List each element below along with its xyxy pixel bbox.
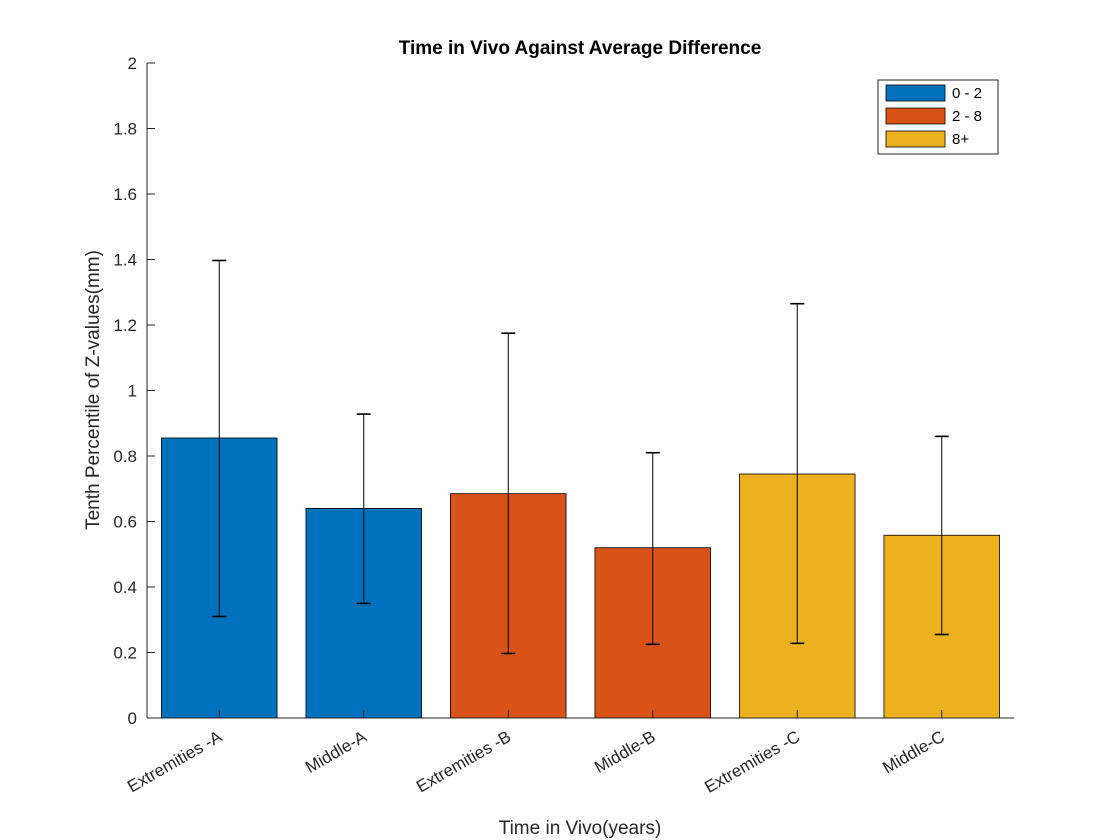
y-tick-label: 0.8 (113, 447, 137, 466)
y-tick-label: 0.2 (113, 644, 137, 663)
x-axis-title: Time in Vivo(years) (499, 818, 662, 839)
x-tick-label: Middle-C (879, 727, 947, 777)
y-tick-label: 1 (128, 382, 137, 401)
y-tick-label: 0.4 (113, 578, 137, 597)
legend-label: 2 - 8 (952, 108, 982, 125)
legend-swatch (885, 84, 946, 102)
y-tick-label: 1.8 (113, 120, 137, 139)
x-tick-label: Extremities -C (701, 727, 803, 797)
y-tick-label: 1.6 (113, 185, 137, 204)
legend: 0 - 2 2 - 8 8+ (877, 79, 999, 155)
legend-swatch (885, 107, 946, 125)
y-tick-label: 0 (128, 709, 137, 728)
x-tick-label: Middle-A (302, 727, 370, 777)
y-tick-label: 2 (128, 54, 137, 73)
x-tick-label: Extremities -A (124, 727, 226, 797)
x-tick-label: Extremities -B (413, 727, 514, 796)
x-tick-label: Middle-B (591, 727, 659, 777)
chart-title: Time in Vivo Against Average Difference (399, 38, 762, 59)
y-axis-title: Tenth Percentile of Z-values(mm) (83, 250, 104, 530)
y-tick-label: 1.2 (113, 316, 137, 335)
legend-label: 8+ (952, 131, 969, 148)
error-bars-layer (212, 259, 949, 655)
y-tick-label: 0.6 (113, 513, 137, 532)
legend-label: 0 - 2 (952, 85, 982, 102)
bars-layer (161, 437, 1000, 719)
y-tick-label: 1.4 (113, 251, 137, 270)
legend-swatch (885, 130, 946, 148)
